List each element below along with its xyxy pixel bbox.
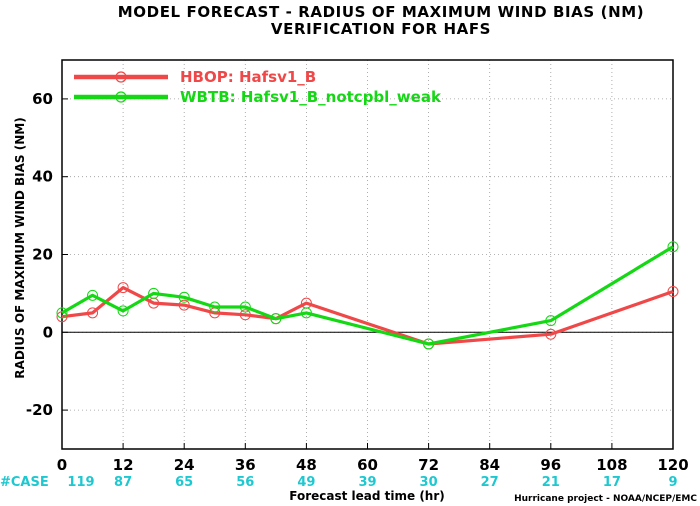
data-point — [117, 282, 129, 294]
data-point — [270, 313, 282, 325]
series-1 — [56, 241, 679, 350]
case-label: #CASE — [0, 475, 49, 490]
data-point — [56, 307, 68, 319]
x-tick-label: 36 — [235, 456, 256, 474]
case-count: 65 — [175, 475, 193, 490]
grid — [62, 60, 673, 449]
case-count: 9 — [668, 475, 677, 490]
chart-subtitle: VERIFICATION FOR HAFS — [271, 20, 491, 38]
case-count: 30 — [420, 475, 438, 490]
data-point — [209, 301, 221, 313]
y-tick-label: 60 — [32, 90, 53, 108]
data-point — [148, 287, 160, 299]
legend-marker — [115, 71, 127, 83]
data-point — [423, 338, 435, 350]
data-point — [239, 309, 251, 321]
x-tick-label: 120 — [657, 456, 688, 474]
case-count: 87 — [114, 475, 132, 490]
case-count: 21 — [542, 475, 560, 490]
y-tick-label: 40 — [32, 168, 53, 186]
data-point — [300, 307, 312, 319]
data-point — [667, 285, 679, 297]
data-point — [117, 305, 129, 317]
y-axis-label: RADIUS OF MAXIMUM WIND BIAS (NM) — [13, 117, 27, 378]
data-point — [667, 241, 679, 253]
plot-frame — [61, 59, 674, 450]
data-point — [545, 328, 557, 340]
x-tick-label: 12 — [113, 456, 134, 474]
case-count: 27 — [481, 475, 499, 490]
x-tick-label: 84 — [479, 456, 500, 474]
footer-credit: Hurricane project - NOAA/NCEP/EMC — [514, 494, 697, 504]
case-count: 56 — [236, 475, 254, 490]
chart-title: MODEL FORECAST - RADIUS OF MAXIMUM WIND … — [118, 3, 644, 21]
case-count: 17 — [603, 475, 621, 490]
legend: HBOP: Hafsv1_B WBTB: Hafsv1_B_notcpbl_wea… — [74, 68, 442, 106]
data-point — [239, 301, 251, 313]
case-counts: #CASE 119 87 65 56 49 39 30 27 21 17 9 — [0, 475, 678, 490]
x-tick-label: 0 — [57, 456, 67, 474]
y-tick-labels: -20 0 20 40 60 — [26, 90, 68, 419]
x-tick-label: 60 — [357, 456, 378, 474]
case-count: 49 — [297, 475, 315, 490]
legend-label: WBTB: Hafsv1_B_notcpbl_weak — [180, 88, 442, 106]
y-tick-label: -20 — [26, 401, 53, 419]
y-tick-label: 20 — [32, 246, 53, 264]
x-tick-label: 48 — [296, 456, 317, 474]
x-tick-label: 108 — [596, 456, 627, 474]
data-point — [178, 291, 190, 303]
case-count: 39 — [358, 475, 376, 490]
data-point — [87, 307, 99, 319]
x-tick-label: 24 — [174, 456, 195, 474]
y-tick-label: 0 — [43, 323, 53, 341]
x-tick-labels: 0 12 24 36 48 60 72 84 96 108 120 — [57, 443, 689, 474]
case-count: 119 — [67, 475, 94, 490]
x-tick-label: 72 — [418, 456, 439, 474]
legend-label: HBOP: Hafsv1_B — [180, 68, 316, 86]
series-line — [61, 245, 674, 346]
series-line — [61, 286, 674, 346]
x-tick-label: 96 — [540, 456, 561, 474]
x-axis-label: Forecast lead time (hr) — [289, 489, 445, 503]
series-layer — [56, 241, 679, 350]
data-point — [178, 299, 190, 311]
legend-marker — [115, 91, 127, 103]
data-point — [545, 315, 557, 327]
data-point — [87, 289, 99, 301]
